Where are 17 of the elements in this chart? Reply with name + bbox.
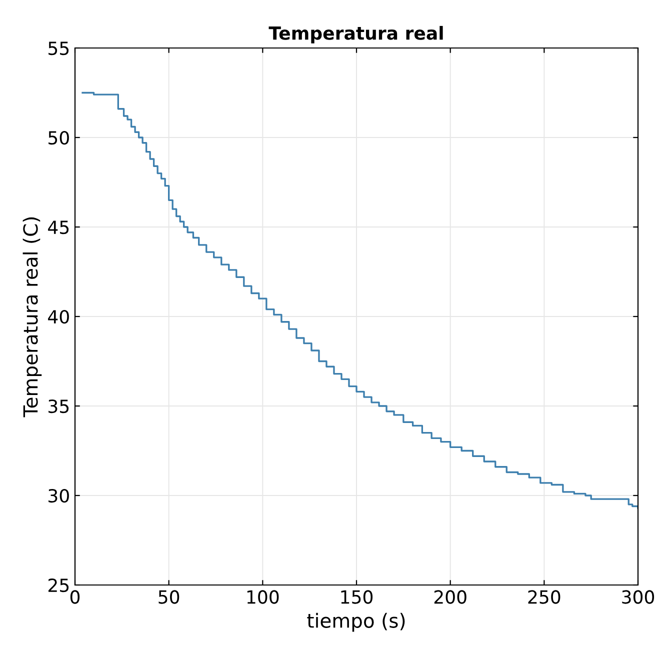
y-axis-title: Temperatura real (C) — [22, 217, 42, 418]
y-tick-label: 30 — [48, 488, 69, 503]
y-tick-label: 25 — [48, 578, 69, 592]
y-tick-label: 55 — [48, 42, 69, 56]
x-tick-label: 150 — [341, 590, 373, 604]
y-tick-label: 35 — [48, 399, 69, 414]
chart-title: Temperatura real — [268, 26, 443, 44]
x-tick-label: 50 — [158, 590, 180, 604]
x-tick-label: 250 — [528, 590, 560, 604]
x-axis-title: tiempo (s) — [307, 612, 405, 632]
y-tick-label: 40 — [48, 310, 69, 324]
x-tick-label: 0 — [70, 590, 80, 604]
y-tick-label: 45 — [48, 220, 69, 234]
x-tick-label: 200 — [434, 590, 466, 604]
x-tick-label: 100 — [247, 590, 279, 604]
y-tick-label: 50 — [48, 130, 69, 145]
x-tick-label: 300 — [622, 590, 654, 604]
